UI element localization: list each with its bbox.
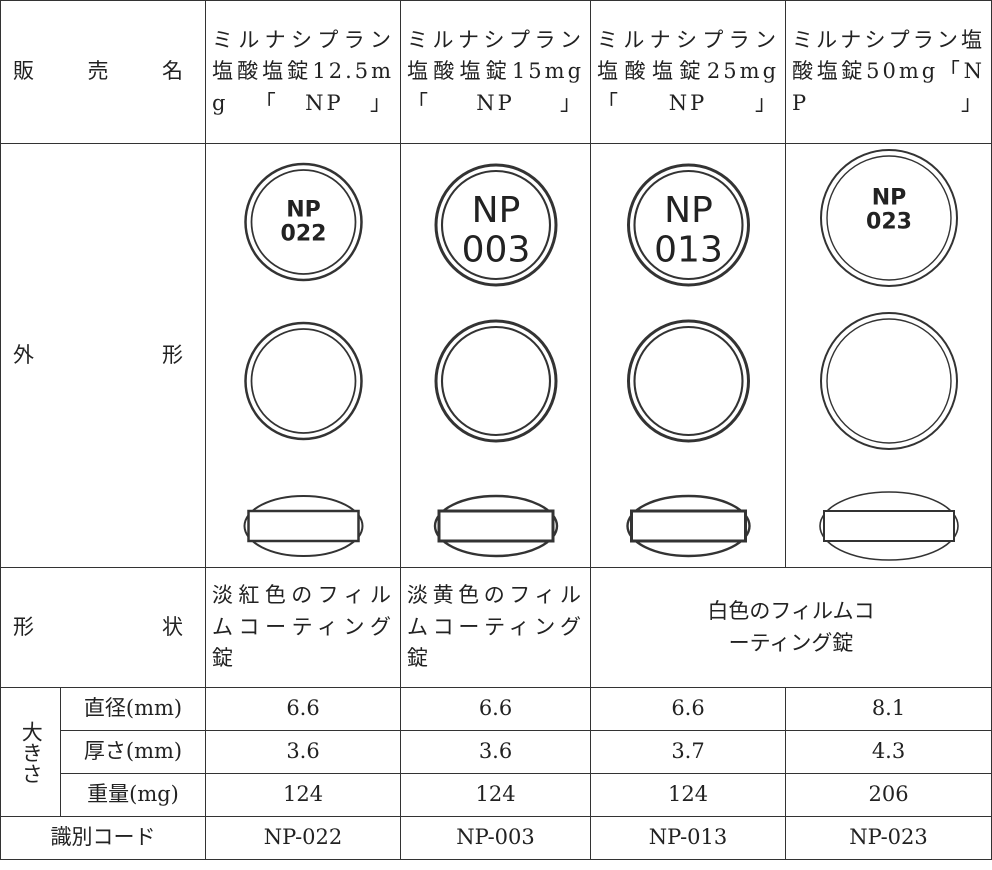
cell: 4.3 — [785, 730, 992, 774]
cell: 8.1 — [785, 687, 992, 731]
cell: 124 — [205, 773, 402, 817]
header-row: 販 売 名 ミルナシプラン塩酸塩錠12.5mg「NP」 ミルナシプラン塩酸塩錠1… — [0, 0, 992, 144]
cell: 124 — [590, 773, 787, 817]
code-row: 識別コード NP-022 NP-003 NP-013 NP-023 — [0, 816, 992, 860]
pill-outline — [250, 327, 357, 434]
pill-cell: NP 003 — [400, 143, 592, 568]
row-label: 形 状 — [0, 567, 207, 688]
pill-band — [823, 509, 956, 542]
cell: 6.6 — [590, 687, 787, 731]
pill-outline — [826, 317, 952, 444]
appearance-row: 外 形 NP 022 NP 003 NP 013 NP 023 — [0, 143, 992, 568]
cell: 6.6 — [400, 687, 592, 731]
imprint: NP — [472, 190, 521, 231]
cell: NP-003 — [400, 816, 592, 860]
cell: NP-013 — [590, 816, 787, 860]
imprint: 023 — [866, 209, 912, 234]
pill-side — [243, 494, 364, 557]
pill-outline — [244, 162, 363, 281]
imprint: 022 — [281, 221, 327, 246]
pill-outline — [250, 168, 357, 275]
cell: NP-022 — [205, 816, 402, 860]
row-label: 大きさ — [0, 687, 61, 817]
product-name: ミルナシプラン塩酸塩錠50mg「NP」 — [785, 0, 992, 144]
pill-outline — [244, 321, 363, 440]
pill-side — [433, 494, 559, 557]
imprint: 013 — [654, 229, 723, 270]
shape-text: 淡紅色のフィルムコーティング錠 — [205, 567, 402, 688]
pill-cell: NP 023 — [785, 143, 992, 568]
product-name: ミルナシプラン塩酸塩錠25mg「NP」 — [590, 0, 787, 144]
size-row: 厚さ(mm) 3.6 3.6 3.7 4.3 — [1, 730, 992, 774]
pill-outline — [633, 169, 744, 280]
pill-outline — [820, 148, 959, 287]
pill-cell: NP 022 — [205, 143, 402, 568]
cell: 3.7 — [590, 730, 787, 774]
pill-outline — [440, 325, 552, 436]
cell: 124 — [400, 773, 592, 817]
sub-label: 重量(mg) — [59, 773, 207, 817]
pill-band — [437, 509, 555, 542]
imprint: NP — [664, 190, 713, 231]
cell: NP-023 — [785, 816, 992, 860]
row-label: 外 形 — [0, 143, 207, 568]
pill-cell: NP 013 — [590, 143, 787, 568]
pill-outline — [440, 169, 552, 280]
pill-side — [819, 490, 959, 561]
shape-row: 形 状 淡紅色のフィルムコーティング錠 淡黄色のフィルムコーティング錠 白色のフ… — [0, 567, 992, 688]
imprint: NP — [286, 197, 321, 222]
imprint: 003 — [462, 229, 531, 270]
size-row: 大きさ 直径(mm) 6.6 6.6 6.6 8.1 — [0, 687, 992, 817]
pill-outline — [434, 163, 558, 286]
cell: 6.6 — [205, 687, 402, 731]
pill-outline — [627, 319, 751, 442]
cell: 3.6 — [400, 730, 592, 774]
pill-outline — [627, 163, 751, 286]
pill-outline — [434, 319, 558, 442]
product-name: ミルナシプラン塩酸塩錠15mg「NP」 — [400, 0, 592, 144]
cell: 206 — [785, 773, 992, 817]
sub-label: 厚さ(mm) — [59, 730, 207, 774]
pill-band — [247, 509, 360, 542]
cell: 3.6 — [205, 730, 402, 774]
product-name: ミルナシプラン塩酸塩錠12.5mg「NP」 — [205, 0, 402, 144]
pill-outline — [826, 154, 952, 281]
row-label: 識別コード — [0, 816, 207, 860]
shape-text: 淡黄色のフィルムコーティング錠 — [400, 567, 592, 688]
pill-side — [626, 494, 751, 557]
imprint: NP — [872, 185, 907, 210]
size-row: 重量(mg) 124 124 124 206 — [1, 773, 992, 817]
shape-text: 白色のフィルムコーティング錠 — [590, 567, 992, 688]
sub-label: 直径(mm) — [59, 687, 207, 731]
pill-band — [630, 509, 748, 542]
pill-outline — [633, 325, 744, 436]
pill-outline — [820, 311, 959, 450]
row-label: 販 売 名 — [0, 0, 207, 144]
